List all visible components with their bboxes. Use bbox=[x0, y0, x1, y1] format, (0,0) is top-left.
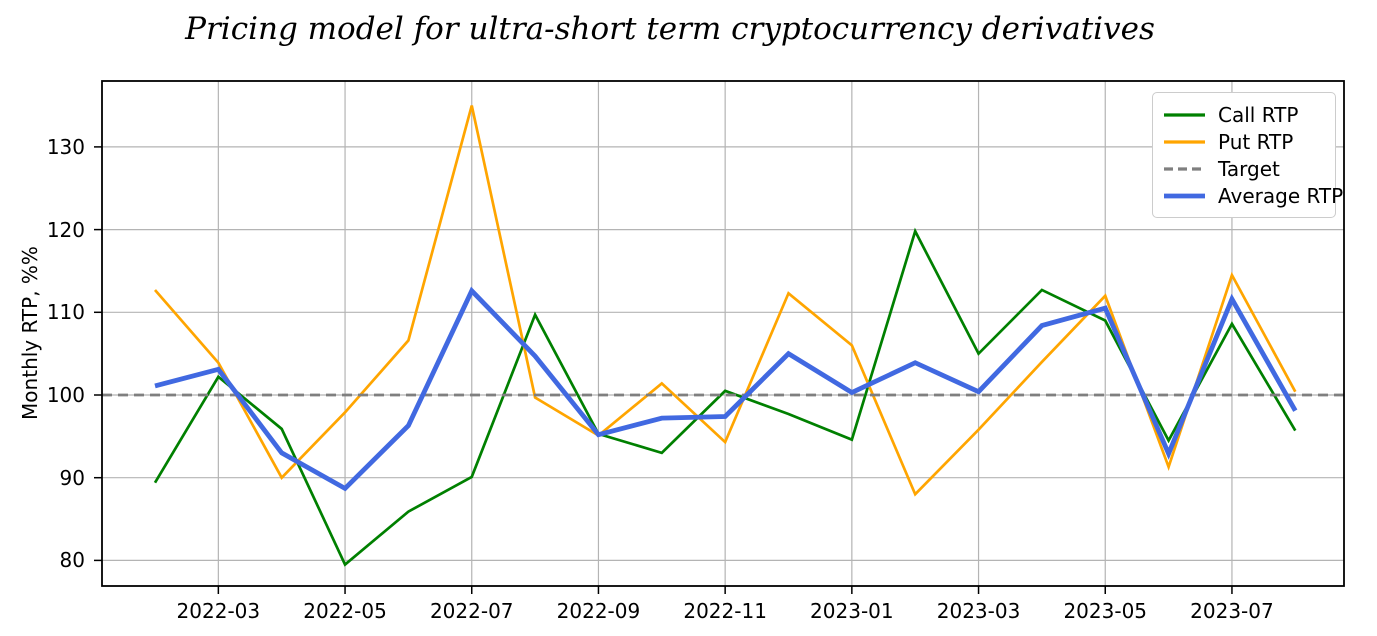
average-rtp-swatch-line bbox=[1164, 193, 1205, 198]
legend-label: Call RTP bbox=[1218, 102, 1299, 127]
x-tick-label: 2023-03 bbox=[936, 599, 1021, 623]
put-rtp-swatch-line bbox=[1164, 139, 1205, 144]
y-tick-label: 130 bbox=[46, 134, 85, 159]
y-tick-label: 120 bbox=[46, 217, 85, 242]
legend-item-average-rtp: Average RTP bbox=[1163, 182, 1343, 209]
legend-label: Average RTP bbox=[1218, 183, 1344, 208]
call-rtp-line-swatch bbox=[1163, 110, 1206, 120]
x-tick-label: 2022-07 bbox=[429, 599, 514, 623]
x-tick-label: 2022-03 bbox=[176, 599, 261, 623]
x-tick-label: 2022-05 bbox=[303, 599, 387, 623]
x-tick-label: 2022-09 bbox=[556, 599, 641, 623]
legend-item-put-rtp: Put RTP bbox=[1163, 128, 1325, 155]
put-rtp-line bbox=[153, 105, 1297, 497]
y-tick-label: 110 bbox=[46, 300, 85, 325]
target-swatch-line bbox=[1164, 166, 1205, 171]
legend-item-call-rtp: Call RTP bbox=[1163, 101, 1325, 128]
plot-border bbox=[101, 80, 1345, 587]
legend-item-target: Target bbox=[1163, 155, 1325, 182]
x-tick-label: 2023-07 bbox=[1190, 599, 1274, 623]
chart-title: Pricing model for ultra-short term crypt… bbox=[185, 11, 1155, 47]
put-rtp-line-swatch bbox=[1163, 137, 1206, 147]
average-rtp-line-swatch bbox=[1163, 191, 1206, 201]
x-tick-label: 2023-01 bbox=[810, 599, 894, 623]
x-tick-label: 2023-05 bbox=[1063, 599, 1148, 623]
y-tick-label: 80 bbox=[59, 548, 85, 573]
y-tick-label: 100 bbox=[46, 383, 85, 407]
x-tick-label: 2022-11 bbox=[683, 599, 767, 623]
average-rtp-line bbox=[154, 286, 1298, 492]
call-rtp-swatch-line bbox=[1164, 112, 1205, 117]
y-tick-label: 90 bbox=[59, 465, 85, 490]
legend-label: Put RTP bbox=[1218, 129, 1294, 154]
target-line-swatch bbox=[1163, 164, 1206, 174]
call-rtp-line bbox=[153, 227, 1297, 567]
legend-label: Target bbox=[1218, 156, 1280, 181]
legend: Call RTP Put RTP Target Average RTP bbox=[1152, 92, 1343, 218]
